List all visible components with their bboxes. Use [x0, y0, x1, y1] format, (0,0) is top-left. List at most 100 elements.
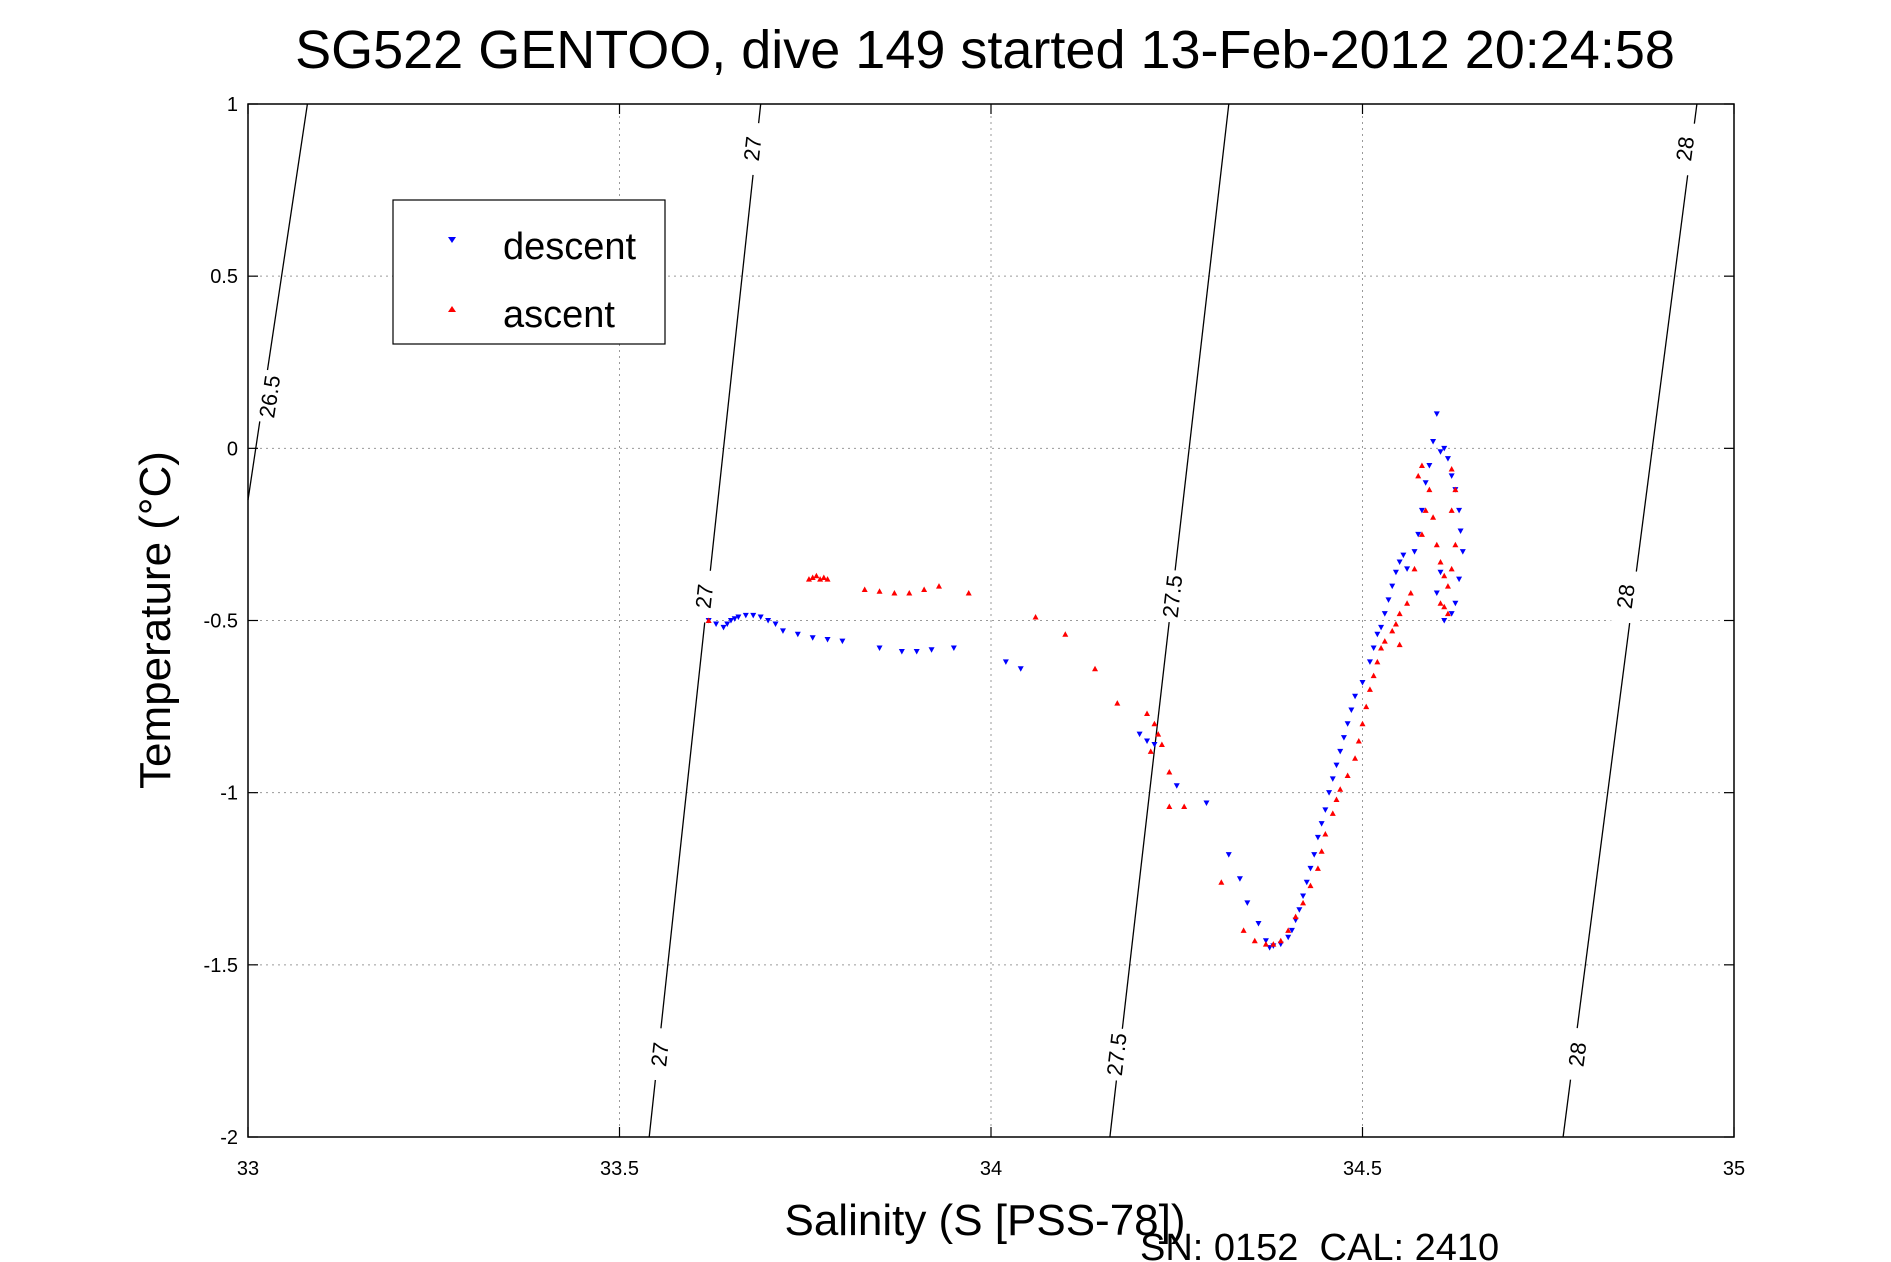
descent-point [779, 628, 786, 634]
descent-point [794, 631, 801, 638]
ascent-point [1396, 641, 1403, 648]
ascent-point [1389, 627, 1396, 634]
descent-point [1296, 907, 1303, 913]
ascent-point [1441, 603, 1448, 610]
descent-point [1300, 893, 1307, 899]
descent-point [1144, 738, 1151, 745]
descent-point [1452, 600, 1459, 607]
descent-point [1396, 559, 1403, 565]
descent-point [1430, 438, 1437, 445]
descent-point [1433, 590, 1440, 596]
ascent-point [1437, 558, 1444, 565]
ascent-point [876, 588, 883, 594]
ascent-point [1430, 514, 1437, 520]
density-contour-label: 27 [691, 583, 718, 610]
descent-point [1333, 762, 1340, 769]
descent-point [1136, 731, 1143, 738]
ascent-point [1318, 848, 1325, 854]
descent-point [1433, 411, 1440, 417]
ascent-point [1285, 927, 1292, 933]
ascent-point [906, 589, 913, 596]
ascent-point [1407, 589, 1414, 596]
x-tick-label: 33.5 [600, 1158, 639, 1180]
descent-point [1151, 741, 1158, 748]
density-contour-label-bg [1157, 569, 1189, 624]
ascent-point [1448, 507, 1455, 513]
ascent-point [1262, 941, 1269, 947]
ascent-point [820, 574, 827, 580]
ascent-point [813, 572, 820, 579]
density-contour-label-bg [1561, 1026, 1595, 1082]
ascent-point [1344, 772, 1351, 778]
descent-point [1359, 679, 1366, 686]
descent-point [1002, 659, 1009, 665]
series-ascent [705, 462, 1459, 947]
ascent-point [824, 576, 831, 582]
descent-point [1448, 473, 1455, 479]
y-tick-label: -1.5 [204, 955, 238, 977]
descent-point [824, 636, 831, 643]
ascent-point [1322, 830, 1329, 837]
ascent-point [1378, 645, 1385, 651]
descent-point [1381, 611, 1388, 617]
descent-point [1422, 480, 1429, 486]
descent-point [731, 616, 738, 622]
descent-point [1437, 449, 1444, 455]
descent-point [1322, 807, 1329, 813]
x-tick-label: 34.5 [1343, 1158, 1382, 1180]
ascent-point [1314, 865, 1321, 871]
descent-point [1392, 569, 1399, 576]
descent-point [876, 645, 883, 652]
series-descent [705, 411, 1466, 951]
ascent-point [921, 586, 928, 593]
descent-point [1415, 531, 1422, 538]
ascent-point [809, 574, 816, 580]
ascent-point [1114, 700, 1121, 706]
descent-point [1411, 549, 1418, 555]
ascent-point [1422, 507, 1429, 513]
x-axis-title: Salinity (S [PSS-78]) [784, 1196, 1185, 1245]
y-tick-label: -0.5 [204, 611, 238, 633]
descent-point [1340, 735, 1347, 741]
descent-point [839, 638, 846, 645]
legend-label-ascent: ascent [503, 294, 615, 336]
x-tick-label: 33 [237, 1158, 259, 1180]
ascent-point [965, 589, 972, 596]
descent-point [713, 621, 720, 627]
descent-point [1389, 583, 1396, 590]
descent-point [1236, 876, 1243, 882]
ascent-point [1363, 703, 1370, 710]
ascent-point [1352, 755, 1359, 761]
ascent-point [705, 617, 712, 623]
descent-point [1459, 549, 1466, 555]
ascent-point [805, 576, 812, 582]
ascent-point [1437, 600, 1444, 606]
ascent-point [1370, 672, 1377, 679]
descent-point [1456, 507, 1463, 514]
ascent-point [1307, 882, 1314, 889]
ascent-point [1448, 465, 1455, 472]
descent-point [809, 635, 816, 641]
ascent-point [1441, 572, 1448, 579]
ascent-point [1292, 913, 1299, 920]
y-tick-label: 0.5 [210, 266, 238, 288]
ascent-point [1032, 614, 1039, 620]
descent-point [1404, 566, 1411, 572]
density-contour-label: 28 [1671, 135, 1699, 162]
legend: descent ascent [392, 199, 666, 345]
ascent-point [1251, 937, 1258, 944]
descent-point [1225, 852, 1232, 858]
descent-point [1400, 552, 1407, 559]
descent-point [742, 612, 749, 619]
descent-point [1457, 528, 1464, 534]
descent-point [1203, 800, 1210, 806]
ascent-point [1418, 462, 1425, 469]
density-contour-label-bg [737, 121, 769, 177]
ascent-point [1396, 610, 1403, 617]
descent-point [1418, 507, 1425, 514]
density-contour-label-bg [1101, 1027, 1134, 1082]
legend-label-descent: descent [503, 226, 637, 268]
ascent-point [1158, 741, 1165, 747]
descent-point [1337, 748, 1344, 755]
